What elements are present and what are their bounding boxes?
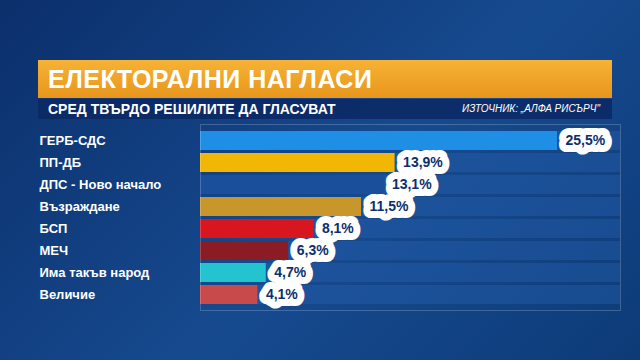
svg-text:11,5%: 11,5% — [370, 198, 409, 214]
html-text:ЕЛЕКТОРАЛНИ НАГЛАСИ: ЕЛЕКТОРАЛНИ НАГЛАСИ — [48, 65, 373, 93]
svg-text:ПП-ДБ: ПП-ДБ — [40, 155, 82, 170]
svg-text:Величие: Величие — [40, 287, 96, 302]
svg-text:ДПС - Ново начало: ДПС - Ново начало — [40, 177, 162, 192]
svg-text:8,1%: 8,1% — [322, 220, 354, 236]
svg-text:Има такъв народ: Има такъв народ — [40, 265, 151, 280]
svg-text:13,9%: 13,9% — [403, 154, 443, 170]
html-text:СРЕД ТВЪРДО РЕШИЛИТЕ ДА ГЛАСУВ: СРЕД ТВЪРДО РЕШИЛИТЕ ДА ГЛАСУВАТ — [48, 101, 336, 117]
svg-text:БСП: БСП — [40, 221, 68, 236]
svg-text:4,7%: 4,7% — [274, 264, 306, 280]
svg-text:Възраждане: Възраждане — [40, 199, 120, 214]
svg-text:6,3%: 6,3% — [297, 242, 329, 258]
svg-text:ГЕРБ-СДС: ГЕРБ-СДС — [40, 133, 107, 148]
svg-text:13,1%: 13,1% — [392, 176, 432, 192]
svg-text:25,5%: 25,5% — [566, 132, 606, 148]
svg-text:4,1%: 4,1% — [266, 286, 298, 302]
svg-text:МЕЧ: МЕЧ — [40, 243, 69, 258]
html-text:ИЗТОЧНИК: „АЛФА РИСЪРЧ": ИЗТОЧНИК: „АЛФА РИСЪРЧ" — [462, 103, 600, 114]
